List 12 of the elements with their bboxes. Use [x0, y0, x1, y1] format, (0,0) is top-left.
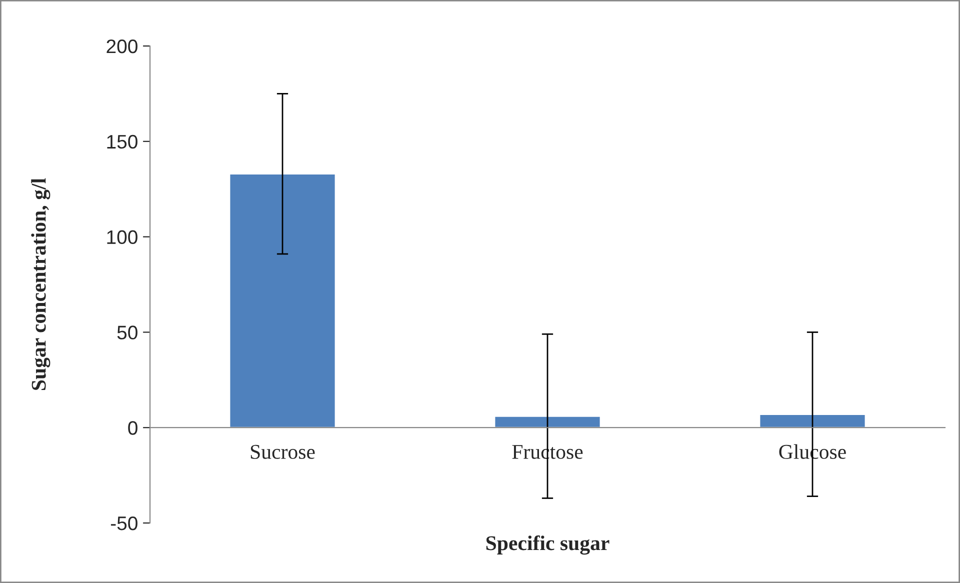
- bar: [494, 415, 602, 428]
- y-tick-label: 50: [117, 326, 138, 340]
- y-tick-label: 100: [107, 230, 138, 244]
- x-axis-title: Specific sugar: [486, 535, 610, 555]
- y-tick-label: 150: [107, 134, 138, 149]
- x-tick-label: Sucrose: [250, 444, 315, 459]
- y-tick-label: -50: [110, 516, 138, 530]
- bar: [758, 414, 866, 428]
- bar: [228, 173, 336, 428]
- y-tick-label: 200: [106, 39, 138, 54]
- y-axis-title: Sugar concentration, g/l: [31, 178, 50, 390]
- y-tick-label: 0: [128, 421, 138, 435]
